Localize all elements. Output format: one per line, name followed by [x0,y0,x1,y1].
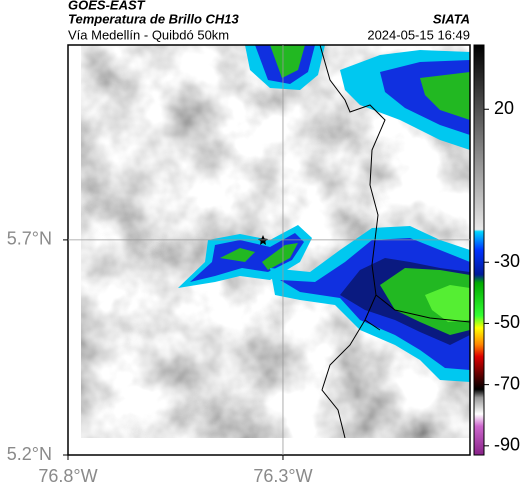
coastline [319,45,470,438]
colorbar-tick-label: 20 [494,98,514,118]
datetime: 2024-05-15 16:49 [367,27,470,42]
x-tick-label: 76.3°W [253,466,312,486]
y-tick-label: 5.7°N [7,229,52,249]
colorbar-tick-label: -90 [494,435,520,455]
ticks: 76.8°W 76.3°W 5.7°N 5.2°N 20 -30 -50 -70 -90 [7,45,520,486]
source: GOES-EAST [68,0,146,12]
route: Vía Medellín - Quibdó 50km [68,27,229,42]
y-tick-label: 5.2°N [7,444,52,464]
satellite-image [81,45,470,438]
colorbar [473,44,485,456]
x-tick-label: 76.8°W [38,466,97,486]
product: Temperatura de Brillo CH13 [68,11,240,26]
org: SIATA [433,11,470,26]
colorbar-tick-label: -70 [494,373,520,393]
cold-clouds [178,45,470,382]
colorbar-tick-label: -30 [494,251,520,271]
map-frame [67,44,471,456]
colorbar-tick-label: -50 [494,312,520,332]
